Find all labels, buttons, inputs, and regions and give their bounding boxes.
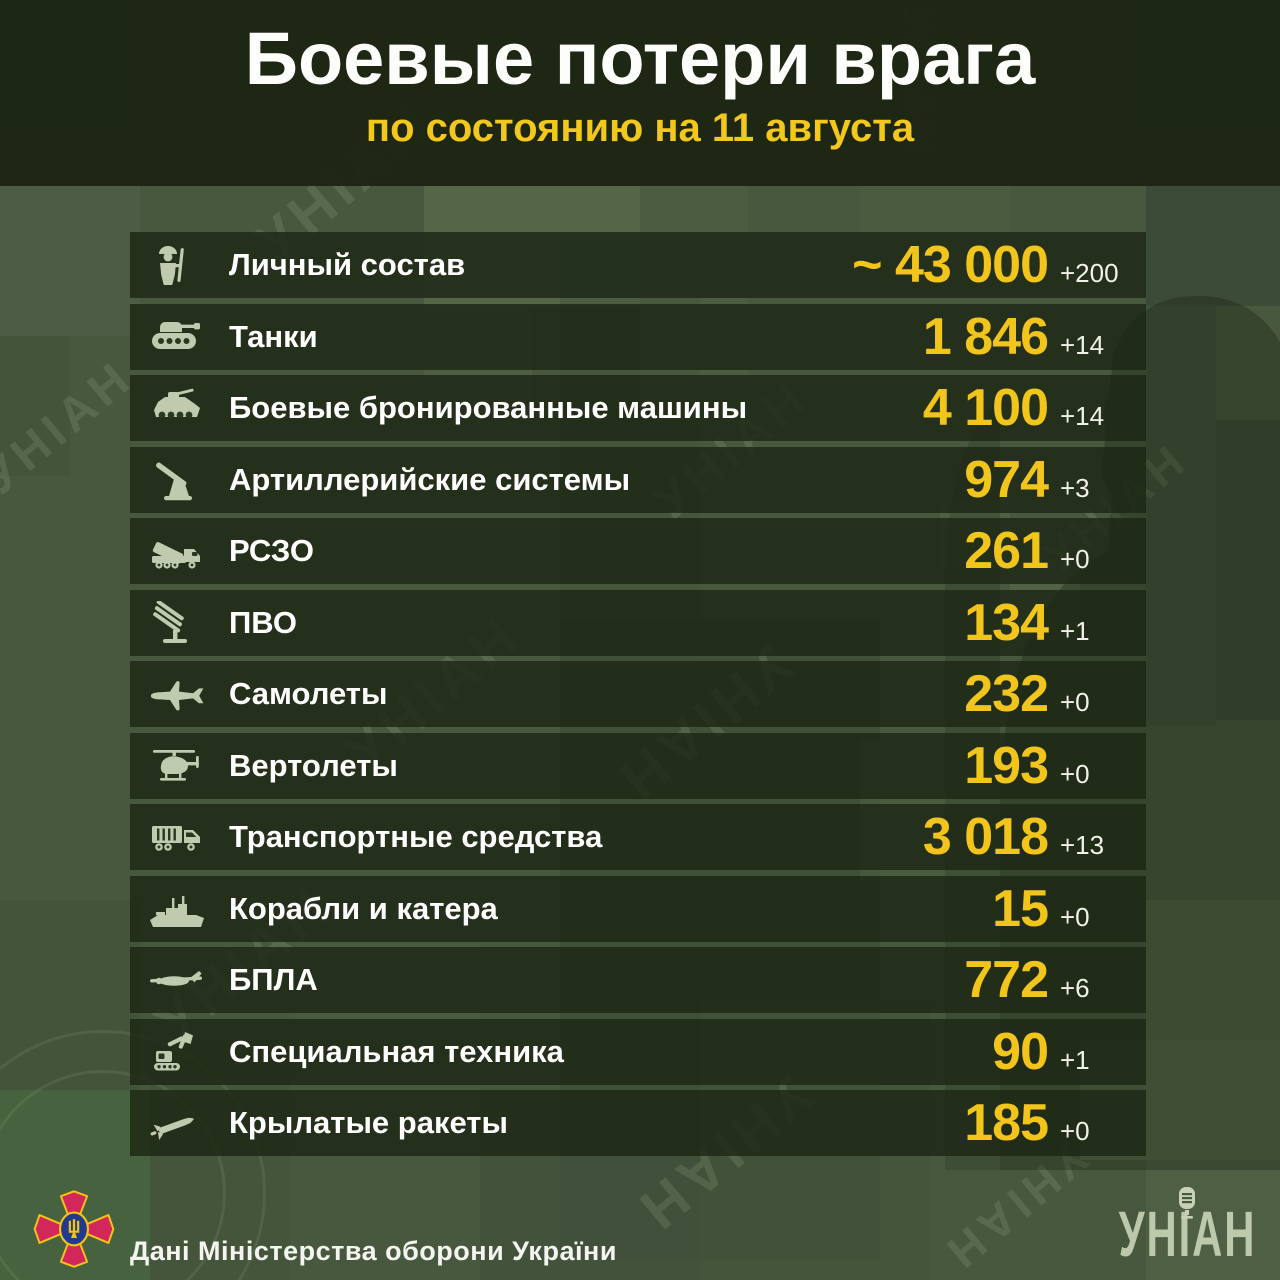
row-value: 261 bbox=[964, 522, 1049, 580]
table-row-personnel: Личный состав ~ 43 000 +200 bbox=[130, 232, 1146, 298]
table-row-aircraft: Самолеты 232 +0 bbox=[130, 661, 1146, 727]
row-value: 4 100 bbox=[922, 379, 1049, 437]
row-value: 3 018 bbox=[922, 808, 1049, 866]
row-label: ПВО bbox=[229, 604, 298, 640]
unian-logo-text: УНІАН bbox=[1118, 1199, 1256, 1271]
row-delta: +14 bbox=[1060, 401, 1105, 431]
row-value: 134 bbox=[964, 593, 1049, 652]
table-row-ships: Корабли и катера 15 +0 bbox=[130, 875, 1146, 942]
camo-patch bbox=[1216, 420, 1280, 720]
row-delta: +3 bbox=[1060, 472, 1090, 503]
row-delta: +200 bbox=[1060, 258, 1119, 288]
row-delta: +0 bbox=[1060, 758, 1090, 789]
unian-logo: УНІАН bbox=[1112, 1186, 1262, 1272]
row-delta: +1 bbox=[1060, 615, 1090, 646]
camo-patch bbox=[1146, 1160, 1280, 1280]
row-delta: +13 bbox=[1060, 830, 1105, 860]
row-label: Танки bbox=[229, 318, 318, 354]
row-label: Личный состав bbox=[229, 247, 466, 282]
microphone-icon bbox=[1179, 1187, 1195, 1219]
row-value: 772 bbox=[964, 951, 1049, 1009]
table-row-vehicles: Транспортные средства 3 018 +13 bbox=[130, 804, 1146, 870]
row-delta: +14 bbox=[1060, 329, 1105, 360]
air-defense-icon bbox=[138, 600, 214, 645]
row-delta: +1 bbox=[1060, 1044, 1090, 1075]
artillery-icon bbox=[138, 458, 214, 502]
row-value: 974 bbox=[964, 450, 1049, 509]
helicopter-icon bbox=[138, 744, 214, 788]
row-label: Боевые бронированные машины bbox=[229, 390, 748, 425]
table-row-uav: БПЛА 772 +6 bbox=[130, 947, 1146, 1013]
drone-icon bbox=[138, 958, 214, 1002]
ukraine-armed-forces-emblem bbox=[33, 1190, 115, 1268]
row-value: 185 bbox=[964, 1094, 1049, 1152]
row-value: ~ 43 000 bbox=[852, 236, 1049, 294]
page-title: Боевые потери врага bbox=[244, 17, 1036, 100]
row-delta: +0 bbox=[1060, 1116, 1090, 1146]
row-delta: +0 bbox=[1060, 544, 1090, 574]
table-row-air-defense: ПВО 134 +1 bbox=[130, 589, 1146, 656]
row-label: РСЗО bbox=[229, 533, 315, 568]
row-value: 15 bbox=[992, 879, 1049, 938]
row-label: Артиллерийские системы bbox=[229, 461, 631, 497]
row-delta: +0 bbox=[1060, 687, 1090, 717]
header bbox=[0, 0, 1280, 186]
row-label: Транспортные средства bbox=[229, 819, 603, 854]
row-label: Специальная техника bbox=[229, 1033, 564, 1069]
row-value: 193 bbox=[964, 736, 1049, 795]
row-label: Крылатые ракеты bbox=[229, 1105, 508, 1140]
missile-icon bbox=[138, 1101, 214, 1145]
soldier-icon bbox=[138, 243, 214, 287]
table-row-artillery: Артиллерийские системы 974 +3 bbox=[130, 446, 1146, 513]
row-label: БПЛА bbox=[229, 962, 318, 997]
camo-patch bbox=[1146, 900, 1280, 1040]
camo-patch bbox=[1146, 306, 1216, 726]
row-label: Вертолеты bbox=[229, 747, 398, 783]
source-caption: Дані Міністерства оборони України bbox=[130, 1236, 617, 1266]
row-value: 1 846 bbox=[922, 307, 1049, 366]
table-row-special-equipment: Специальная техника 90 +1 bbox=[130, 1018, 1146, 1085]
camo-patch bbox=[1146, 186, 1280, 306]
tank-icon bbox=[138, 315, 214, 359]
camo-patch bbox=[0, 186, 140, 336]
excavator-icon bbox=[138, 1030, 214, 1074]
row-value: 232 bbox=[964, 665, 1049, 723]
table-row-armored-vehicles: Боевые бронированные машины 4 100 +14 bbox=[130, 375, 1146, 441]
table-row-helicopters: Вертолеты 193 +0 bbox=[130, 732, 1146, 799]
emblem-watermark-ring bbox=[0, 1070, 226, 1280]
table-row-cruise-missiles: Крылатые ракеты 185 +0 bbox=[130, 1090, 1146, 1156]
losses-table: Личный состав ~ 43 000 +200 Танки 1 846 bbox=[130, 232, 1146, 1162]
mlrs-icon bbox=[138, 529, 214, 573]
row-delta: +6 bbox=[1060, 973, 1090, 1003]
table-row-tanks: Танки 1 846 +14 bbox=[130, 303, 1146, 370]
row-label: Самолеты bbox=[229, 676, 388, 711]
row-value: 90 bbox=[992, 1022, 1049, 1081]
row-delta: +0 bbox=[1060, 901, 1090, 932]
page-subtitle: по состоянию на 11 августа bbox=[365, 106, 915, 150]
ship-icon bbox=[138, 887, 214, 931]
apc-icon bbox=[138, 386, 214, 430]
camo-patch bbox=[0, 336, 70, 476]
truck-icon bbox=[138, 815, 214, 859]
table-row-mlrs: РСЗО 261 +0 bbox=[130, 518, 1146, 584]
jet-icon bbox=[138, 672, 214, 716]
row-label: Корабли и катера bbox=[229, 890, 498, 926]
